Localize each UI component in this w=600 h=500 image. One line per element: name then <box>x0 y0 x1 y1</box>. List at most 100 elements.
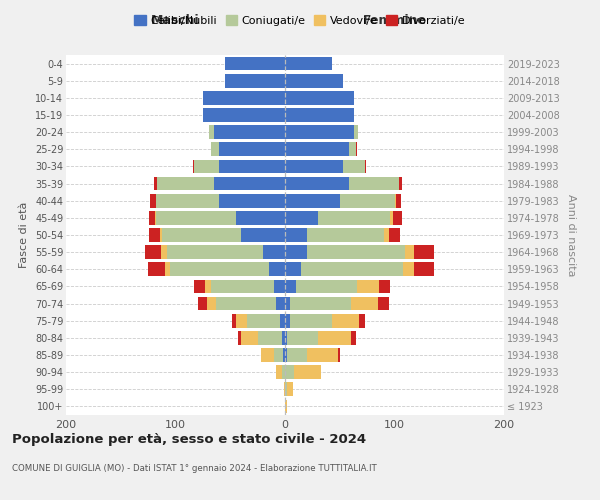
Text: Femmine: Femmine <box>362 14 427 28</box>
Bar <box>156 194 220 207</box>
Y-axis label: Anni di nascita: Anni di nascita <box>566 194 577 276</box>
Bar <box>148 262 164 276</box>
Bar <box>290 314 332 328</box>
Bar <box>160 228 163 242</box>
Bar <box>285 56 332 70</box>
Bar <box>214 176 285 190</box>
Bar <box>351 331 356 344</box>
Bar <box>395 194 401 207</box>
Text: COMUNE DI GUIGLIA (MO) - Dati ISTAT 1° gennaio 2024 - Elaborazione TUTTITALIA.IT: COMUNE DI GUIGLIA (MO) - Dati ISTAT 1° g… <box>12 464 377 473</box>
Bar <box>290 296 351 310</box>
Bar <box>283 348 285 362</box>
Bar <box>356 142 357 156</box>
Bar <box>199 296 207 310</box>
Bar <box>285 91 354 104</box>
Text: Maschi: Maschi <box>151 14 200 28</box>
Bar <box>284 382 285 396</box>
Bar <box>338 348 340 362</box>
Bar <box>343 160 365 173</box>
Bar <box>285 400 287 413</box>
Bar <box>211 280 274 293</box>
Bar <box>274 280 285 293</box>
Bar <box>359 314 365 328</box>
Bar <box>285 331 287 344</box>
Bar <box>383 228 389 242</box>
Bar <box>285 262 301 276</box>
Bar <box>280 314 285 328</box>
Bar <box>220 142 285 156</box>
Bar <box>285 366 294 379</box>
Bar <box>285 126 354 139</box>
Text: Popolazione per età, sesso e stato civile - 2024: Popolazione per età, sesso e stato civil… <box>12 432 366 446</box>
Bar <box>294 366 321 379</box>
Bar <box>276 296 285 310</box>
Bar <box>236 211 285 224</box>
Bar <box>149 228 160 242</box>
Bar <box>285 314 290 328</box>
Bar <box>145 246 161 259</box>
Bar <box>349 176 399 190</box>
Bar <box>225 56 285 70</box>
Bar <box>263 246 285 259</box>
Bar <box>340 194 395 207</box>
Bar <box>285 108 354 122</box>
Bar <box>157 176 214 190</box>
Bar <box>238 331 241 344</box>
Bar <box>241 228 285 242</box>
Bar <box>285 228 307 242</box>
Bar <box>220 194 285 207</box>
Bar <box>161 246 167 259</box>
Bar <box>154 176 157 190</box>
Bar <box>203 108 285 122</box>
Bar <box>318 211 390 224</box>
Bar <box>285 160 343 173</box>
Bar <box>285 194 340 207</box>
Bar <box>285 74 343 88</box>
Bar <box>216 296 276 310</box>
Bar <box>269 262 285 276</box>
Y-axis label: Fasce di età: Fasce di età <box>19 202 29 268</box>
Bar <box>282 366 285 379</box>
Bar <box>285 246 307 259</box>
Bar <box>149 211 155 224</box>
Bar <box>261 348 274 362</box>
Bar <box>390 211 394 224</box>
Bar <box>220 160 285 173</box>
Bar <box>287 382 293 396</box>
Bar <box>414 246 434 259</box>
Bar <box>276 366 282 379</box>
Bar <box>167 246 263 259</box>
Bar <box>232 314 236 328</box>
Bar <box>285 280 296 293</box>
Bar <box>406 246 414 259</box>
Bar <box>211 142 220 156</box>
Bar <box>236 314 247 328</box>
Bar <box>164 262 170 276</box>
Bar <box>241 331 257 344</box>
Bar <box>285 348 287 362</box>
Bar <box>225 74 285 88</box>
Bar <box>354 126 358 139</box>
Bar <box>351 296 378 310</box>
Bar <box>307 246 406 259</box>
Bar <box>307 228 383 242</box>
Bar <box>414 262 434 276</box>
Bar <box>285 142 349 156</box>
Bar <box>389 228 400 242</box>
Bar <box>285 296 290 310</box>
Bar <box>209 126 214 139</box>
Bar <box>394 211 402 224</box>
Bar <box>318 331 351 344</box>
Bar <box>274 348 283 362</box>
Bar <box>214 126 285 139</box>
Bar <box>378 296 389 310</box>
Bar <box>357 280 379 293</box>
Bar <box>194 160 220 173</box>
Bar <box>332 314 359 328</box>
Bar <box>194 280 205 293</box>
Legend: Celibi/Nubili, Coniugati/e, Vedovi/e, Divorziati/e: Celibi/Nubili, Coniugati/e, Vedovi/e, Di… <box>130 10 470 30</box>
Bar <box>203 91 285 104</box>
Bar <box>403 262 414 276</box>
Bar <box>301 262 403 276</box>
Bar <box>247 314 280 328</box>
